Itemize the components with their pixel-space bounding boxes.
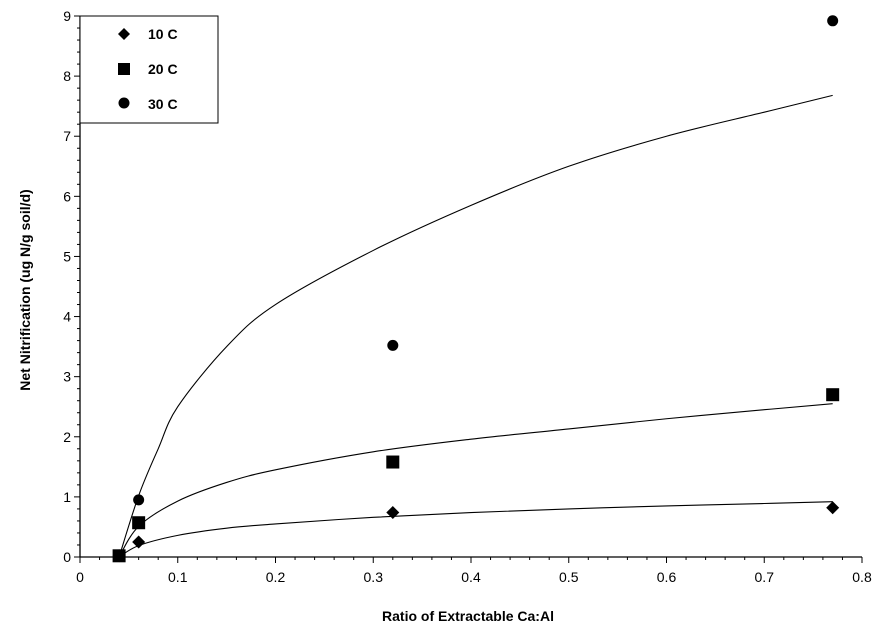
data-point-diamond bbox=[826, 501, 840, 515]
fit-curve-series-0 bbox=[118, 501, 833, 558]
y-tick-label: 4 bbox=[63, 309, 71, 325]
data-point-circle bbox=[133, 494, 145, 506]
y-axis-title: Net Nitrification (ug N/g soil/d) bbox=[17, 189, 33, 390]
y-tick-label: 2 bbox=[63, 429, 71, 445]
legend-box bbox=[79, 15, 219, 124]
x-tick-label: 0.7 bbox=[755, 569, 775, 585]
y-axis-ticks: 0 1 2 3 4 5 6 7 8 9 bbox=[63, 8, 80, 565]
x-tick-label: 0.5 bbox=[559, 569, 579, 585]
y-tick-label: 7 bbox=[63, 128, 71, 144]
data-point-square bbox=[132, 516, 146, 530]
legend-marker-circle bbox=[118, 97, 130, 109]
y-tick-label: 9 bbox=[63, 8, 71, 24]
x-tick-label: 0.1 bbox=[168, 569, 188, 585]
y-tick-label: 6 bbox=[63, 188, 71, 204]
x-tick-label: 0.3 bbox=[364, 569, 384, 585]
legend-label-10c: 10 C bbox=[148, 26, 178, 42]
legend-label-20c: 20 C bbox=[148, 61, 178, 77]
y-tick-label: 1 bbox=[63, 489, 71, 505]
x-tick-label: 0.2 bbox=[266, 569, 286, 585]
data-point-circle bbox=[827, 15, 839, 27]
x-axis-title: Ratio of Extractable Ca:Al bbox=[382, 608, 554, 624]
y-tick-label: 8 bbox=[63, 68, 71, 84]
legend: 10 C 20 C 30 C bbox=[79, 15, 219, 124]
x-tick-label: 0.4 bbox=[461, 569, 481, 585]
data-point-diamond bbox=[132, 535, 146, 549]
fit-curve-series-1 bbox=[118, 403, 833, 558]
data-point-circle bbox=[387, 339, 399, 351]
x-tick-label: 0.6 bbox=[657, 569, 677, 585]
y-tick-label: 0 bbox=[63, 549, 71, 565]
legend-label-30c: 30 C bbox=[148, 96, 178, 112]
x-tick-label: 0 bbox=[76, 569, 84, 585]
x-axis-ticks: 0 0.1 0.2 0.3 0.4 0.5 0.6 0.7 0.8 bbox=[76, 557, 872, 585]
y-tick-label: 5 bbox=[63, 248, 71, 264]
data-point-diamond bbox=[386, 506, 400, 520]
x-tick-label: 0.8 bbox=[852, 569, 872, 585]
data-point-circle bbox=[113, 550, 125, 562]
y-tick-label: 3 bbox=[63, 369, 71, 385]
data-points bbox=[112, 15, 840, 563]
data-point-square bbox=[386, 455, 400, 469]
fit-curve-series-2 bbox=[118, 94, 833, 558]
fit-lines bbox=[118, 94, 833, 558]
legend-marker-diamond bbox=[118, 28, 130, 40]
legend-marker-square bbox=[118, 63, 130, 75]
data-point-square bbox=[826, 388, 840, 402]
